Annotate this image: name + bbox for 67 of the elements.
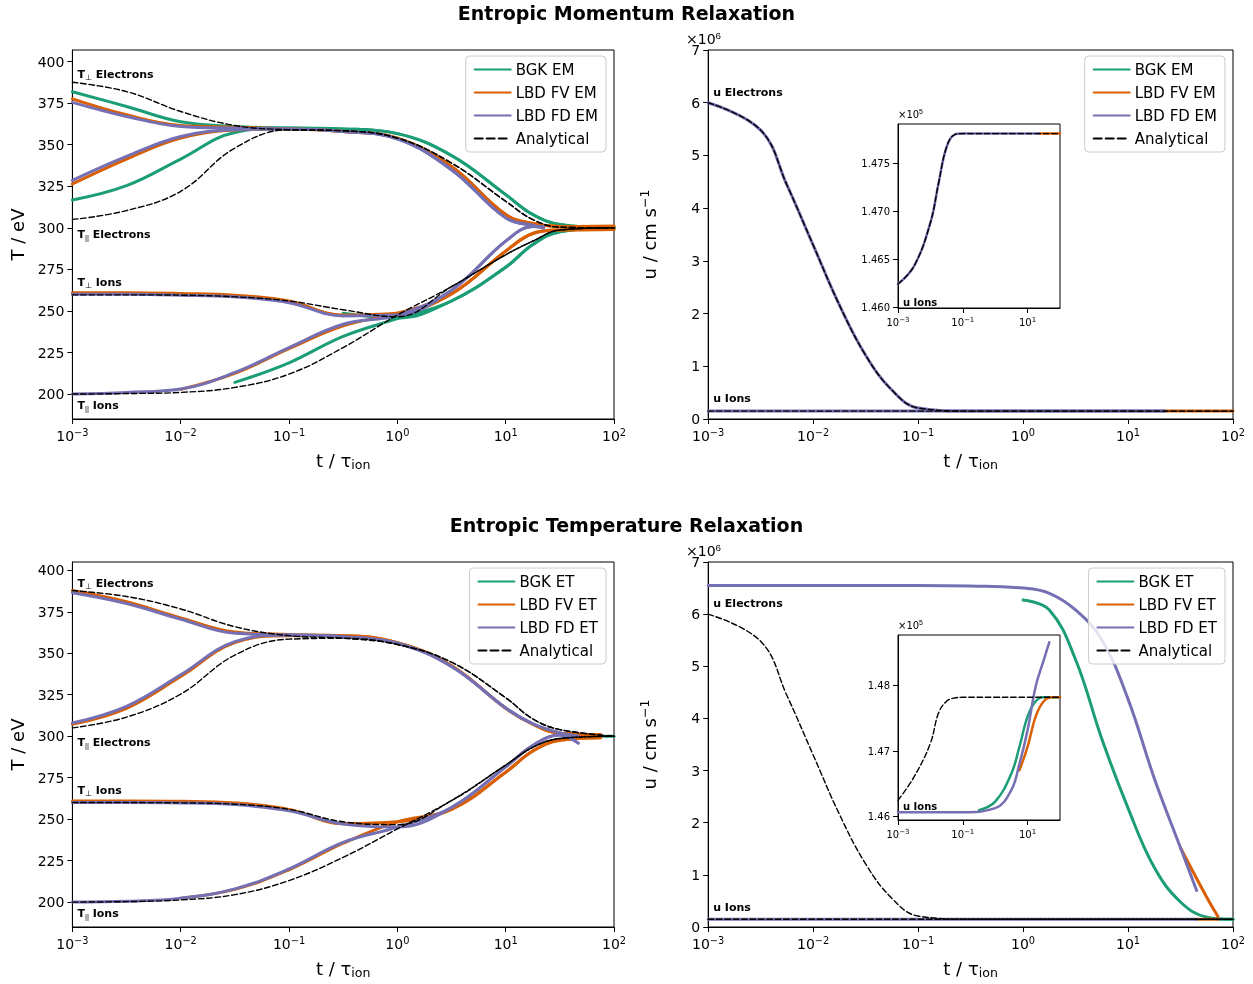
- y-tick-label: 3: [691, 252, 701, 269]
- legend-label: LBD FV ET: [519, 595, 598, 614]
- legend-label: BGK EM: [1134, 60, 1194, 79]
- y-tick-label: 1: [691, 358, 701, 375]
- y-tick-label: 1.46: [867, 811, 890, 823]
- y-tick-label: 1: [691, 866, 701, 883]
- annotation: u Ions: [903, 801, 938, 813]
- y-tick-label: 3: [691, 762, 701, 779]
- legend-label: LBD FD ET: [1138, 618, 1218, 637]
- y-tick-label: 225: [37, 852, 65, 869]
- y-tick-label: 1.460: [861, 301, 890, 313]
- legend-label: LBD FV EM: [515, 83, 597, 102]
- annotation: u Ions: [713, 900, 752, 914]
- y-tick-label: 350: [37, 645, 65, 662]
- y-tick-label: 325: [37, 686, 65, 703]
- y-tick-label: 5: [691, 147, 701, 164]
- y-tick-label: 4: [691, 710, 701, 727]
- y-axis-title: u / cm s−1: [637, 189, 661, 280]
- y-tick-label: 1.470: [861, 205, 890, 217]
- y-tick-label: 200: [37, 894, 65, 911]
- y-tick-label: 350: [37, 136, 65, 153]
- y-tick-label: 1.48: [867, 680, 890, 692]
- legend-label: BGK EM: [515, 60, 575, 79]
- y-tick-label: 400: [37, 562, 65, 579]
- y-tick-label: 300: [37, 728, 65, 745]
- y-tick-label: 1.475: [861, 157, 890, 169]
- y-tick-label: 225: [37, 344, 65, 361]
- y-tick-label: 300: [37, 219, 65, 236]
- legend-label: BGK ET: [1138, 572, 1195, 591]
- y-tick-label: 375: [37, 603, 65, 620]
- legend-label: Analytical: [1138, 641, 1213, 660]
- legend-label: Analytical: [515, 129, 590, 148]
- y-tick-label: 375: [37, 95, 65, 112]
- annotation: u Ions: [713, 392, 752, 406]
- y-tick-label: 250: [37, 302, 65, 319]
- legend-label: LBD FV EM: [1134, 83, 1216, 102]
- y-tick-label: 250: [37, 811, 65, 828]
- annotation: u Electrons: [713, 85, 784, 99]
- y-tick-label: 2: [691, 814, 701, 831]
- y-axis-title: u / cm s−1: [637, 699, 661, 790]
- y-tick-label: 4: [691, 200, 701, 217]
- y-tick-label: 1.465: [861, 253, 890, 265]
- legend-label: Analytical: [1134, 129, 1209, 148]
- legend-label: LBD FV ET: [1138, 595, 1217, 614]
- y-axis-title: T / eV: [6, 717, 28, 772]
- legend-label: LBD FD ET: [519, 618, 599, 637]
- y-tick-label: 275: [37, 769, 65, 786]
- y-tick-label: 400: [37, 53, 65, 70]
- annotation: u Ions: [903, 296, 938, 308]
- y-tick-label: 6: [691, 606, 701, 623]
- y-tick-label: 275: [37, 261, 65, 278]
- annotation: u Electrons: [713, 597, 784, 611]
- chart-title: Entropic Momentum Relaxation: [456, 2, 797, 24]
- y-tick-label: 5: [691, 658, 701, 675]
- y-tick-label: 0: [691, 411, 701, 427]
- legend-label: BGK ET: [519, 572, 576, 591]
- y-tick-label: 2: [691, 305, 701, 322]
- y-axis-title: T / eV: [6, 207, 28, 262]
- legend-label: Analytical: [519, 641, 594, 660]
- legend-label: LBD FD EM: [515, 106, 599, 125]
- chart-title: Entropic Temperature Relaxation: [448, 514, 805, 536]
- legend-label: LBD FD EM: [1134, 106, 1218, 125]
- y-tick-label: 1.47: [867, 745, 890, 757]
- y-tick-label: 0: [691, 919, 701, 935]
- y-tick-label: 6: [691, 94, 701, 111]
- y-tick-label: 200: [37, 386, 65, 403]
- y-tick-label: 325: [37, 178, 65, 195]
